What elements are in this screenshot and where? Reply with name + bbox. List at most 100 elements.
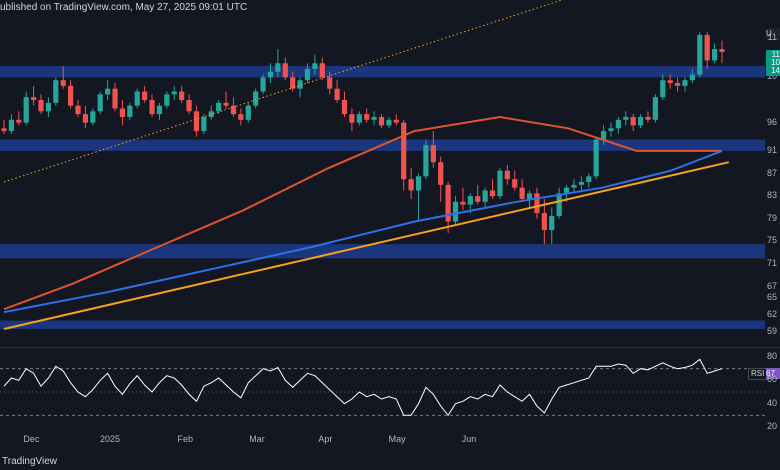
y-tick-label: 67 (766, 280, 777, 291)
candle-body (652, 97, 658, 120)
candle-body (719, 49, 725, 52)
candle-body (497, 170, 503, 197)
candle-body (193, 111, 200, 132)
y-tick-label: 96 (766, 116, 777, 127)
candle-body (156, 105, 163, 115)
candle-body (164, 94, 170, 106)
x-tick-label: Jun (461, 434, 477, 444)
candle-body (82, 114, 89, 123)
candle-body (23, 97, 29, 123)
candle-body (90, 111, 96, 123)
y-tick-label: 79 (766, 212, 777, 223)
candle-body (290, 77, 296, 89)
candle-body (134, 91, 140, 106)
candle-body (541, 213, 547, 231)
rsi-y-tick-label: 60 (766, 374, 777, 385)
y-tick-label: 59 (766, 325, 777, 336)
candle-body (415, 176, 422, 191)
candle-body (253, 91, 259, 106)
candle-body (630, 116, 636, 126)
x-tick-label: Feb (177, 434, 193, 444)
candle-body (16, 119, 22, 123)
candle-body (623, 116, 629, 120)
candle-body (563, 187, 570, 194)
candle-body (119, 108, 126, 117)
candle-body (704, 34, 710, 61)
candle-body (364, 114, 370, 120)
candle-body (349, 114, 355, 123)
y-tick-label: 10 (766, 71, 777, 82)
candle-body (482, 190, 488, 202)
tradingview-logo[interactable]: TradingView (2, 456, 58, 467)
candle-body (230, 105, 237, 115)
y-tick-label: 71 (766, 258, 777, 268)
candle-body (452, 201, 459, 222)
candle-body (593, 139, 599, 177)
pane-separator[interactable] (0, 347, 780, 348)
rsi-y-tick-label: 40 (766, 397, 777, 408)
candle-body (105, 88, 111, 95)
x-tick-label: 2025 (99, 434, 120, 444)
candle-body (75, 105, 81, 115)
candle-body (667, 80, 673, 84)
candle-body (674, 83, 681, 86)
candle-body (519, 187, 525, 199)
y-tick-label: 87 (766, 167, 777, 178)
candle-body (53, 80, 59, 103)
candle-body (312, 63, 318, 69)
candle-body (571, 184, 577, 188)
candle-body (112, 88, 118, 109)
candle-body (386, 119, 392, 126)
candle-body (401, 122, 407, 180)
candle-body (378, 116, 385, 126)
candle-body (208, 111, 214, 117)
candle-body (697, 34, 703, 75)
rsi-line (3, 358, 723, 417)
candle-body (97, 94, 103, 112)
moving-average-line-1 (3, 149, 723, 314)
candles-group (1, 32, 725, 245)
candle-body (660, 80, 666, 98)
candle-body (504, 170, 510, 180)
candle-body (127, 105, 133, 117)
candle-body (438, 162, 444, 185)
candle-body (68, 85, 74, 106)
candle-body (445, 184, 451, 222)
y-tick-label: 75 (766, 235, 777, 246)
candle-body (275, 63, 281, 72)
support-resistance-zone-2 (0, 244, 765, 259)
candle-body (526, 193, 533, 199)
candle-body (467, 196, 473, 205)
y-tick-label: 62 (766, 308, 777, 319)
moving-average-line-0 (3, 115, 722, 311)
rsi-y-tick-label: 80 (766, 351, 777, 361)
candle-body (512, 179, 518, 188)
candle-body (223, 102, 229, 106)
candle-body (171, 91, 177, 95)
support-resistance-zone-3 (0, 320, 765, 330)
candle-body (45, 102, 52, 112)
candle-body (475, 196, 481, 202)
x-tick-label: Mar (249, 434, 265, 444)
x-tick-label: May (388, 434, 406, 444)
candle-body (334, 88, 340, 100)
candle-body (608, 128, 614, 132)
candle-body (371, 116, 377, 120)
candle-body (1, 128, 7, 132)
candle-body (711, 49, 718, 61)
candle-body (586, 176, 592, 182)
currency-label[interactable]: U (766, 28, 780, 40)
candle-body (637, 116, 644, 126)
candle-body (142, 91, 148, 100)
publish-info: ublished on TradingView.com, May 27, 202… (0, 2, 248, 13)
candle-body (549, 215, 555, 231)
candle-body (216, 102, 222, 112)
candle-body (341, 100, 348, 115)
candle-body (38, 100, 44, 112)
x-tick-label: Apr (318, 434, 333, 444)
candle-body (645, 116, 651, 120)
rsi-y-tick-label: 20 (766, 421, 777, 431)
candle-body (682, 80, 688, 86)
